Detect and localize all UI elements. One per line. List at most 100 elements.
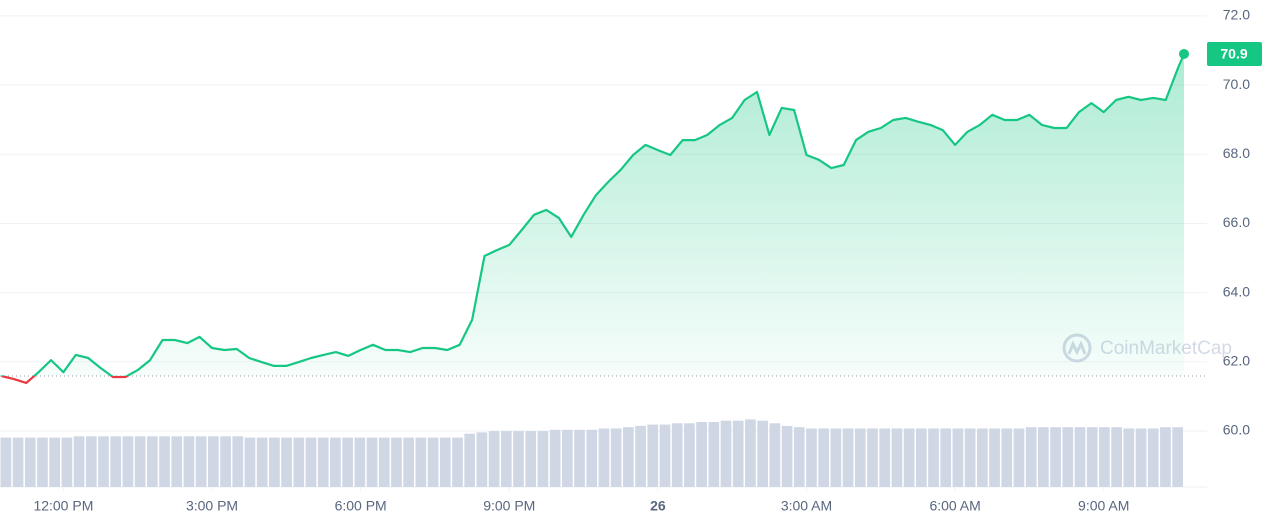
volume-bar (98, 436, 109, 487)
volume-bar (903, 428, 915, 487)
volume-bar (598, 428, 610, 487)
volume-bar (952, 428, 964, 487)
y-tick-label: 60.0 (1223, 422, 1250, 438)
volume-bar (720, 420, 732, 487)
volume-bar (110, 436, 122, 487)
volume-bar (488, 431, 500, 487)
volume-bar (342, 437, 353, 487)
volume-bar (195, 436, 207, 487)
y-tick-label: 64.0 (1223, 283, 1250, 299)
volume-bar (1172, 427, 1183, 487)
volume-bar (1025, 427, 1037, 487)
volume-bar (146, 436, 158, 487)
volume-bar (1050, 427, 1061, 487)
volume-bar (781, 425, 793, 487)
volume-bar (1135, 428, 1147, 487)
price-badge-label: 70.9 (1220, 46, 1247, 62)
volume-bar (171, 436, 183, 487)
volume-bar (964, 428, 976, 487)
volume-bar (37, 437, 48, 487)
y-tick-label: 70.0 (1223, 76, 1250, 92)
volume-bar (293, 437, 305, 487)
x-tick-label: 3:00 PM (186, 498, 238, 514)
volume-bar (208, 436, 219, 487)
volume-bar (769, 423, 781, 487)
volume-bar (525, 431, 537, 487)
volume-bar (1123, 428, 1135, 487)
volume-bar (989, 428, 1000, 487)
volume-bar (940, 428, 952, 487)
volume-bar (1086, 427, 1098, 487)
volume-bar (1038, 427, 1049, 487)
price-badge (1207, 41, 1262, 66)
x-tick-label: 12:00 PM (33, 498, 93, 514)
volume-bar (586, 429, 598, 487)
volume-bar (391, 437, 402, 487)
volume-bar (513, 431, 524, 487)
volume-bar (1062, 427, 1074, 487)
volume-bar (793, 427, 805, 487)
volume-bar (1001, 428, 1013, 487)
volume-bar (1074, 427, 1086, 487)
y-tick-label: 68.0 (1223, 145, 1250, 161)
y-tick-label: 72.0 (1223, 7, 1250, 23)
volume-bar (1111, 427, 1122, 487)
volume-bar (537, 431, 549, 487)
volume-bar (549, 429, 561, 487)
volume-bar (684, 423, 695, 487)
volume-bar (671, 423, 683, 487)
volume-bar (891, 428, 903, 487)
volume-bar (183, 436, 195, 487)
volume-bar (561, 429, 573, 487)
area-fill (1, 54, 1184, 376)
volume-bar (1099, 427, 1110, 487)
volume-bar (232, 436, 244, 487)
volume-bar (281, 437, 292, 487)
volume-bar (1013, 428, 1025, 487)
volume-bar (73, 436, 85, 487)
volume-bar (415, 437, 427, 487)
volume-bar (24, 437, 36, 487)
price-line (1, 53, 1186, 384)
x-tick-label: 6:00 PM (335, 498, 387, 514)
volume-bar (305, 437, 317, 487)
volume-bar (269, 437, 280, 487)
volume-bar (500, 431, 512, 487)
volume-bar (818, 428, 830, 487)
volume-bar (928, 428, 939, 487)
x-tick-label: 6:00 AM (929, 498, 980, 514)
volume-bar (61, 437, 73, 487)
volume-bar (134, 436, 146, 487)
volume-bar (879, 428, 891, 487)
volume-bar (354, 437, 366, 487)
volume-bar (452, 437, 463, 487)
volume-bar (574, 429, 585, 487)
volume-bar (0, 437, 12, 487)
volume-bar (854, 428, 866, 487)
volume-bar (244, 437, 256, 487)
volume-bar (330, 437, 341, 487)
volume-bar (976, 428, 988, 487)
volume-bar (745, 419, 756, 487)
volume-bar (623, 427, 634, 487)
volume-bar (696, 422, 707, 487)
volume-bar (647, 424, 659, 487)
volume-bar (732, 420, 744, 487)
volume-bar (464, 433, 476, 487)
x-tick-label: 26 (650, 498, 666, 514)
volume-bar (122, 436, 134, 487)
volume-bar (806, 428, 817, 487)
volume-bar (317, 437, 329, 487)
volume-bar (659, 424, 671, 487)
volume-bar (1147, 428, 1159, 487)
volume-bar (757, 420, 768, 487)
volume-bar (610, 428, 622, 487)
last-point (1179, 48, 1189, 59)
volume-bar (12, 437, 24, 487)
volume-bar (159, 436, 170, 487)
y-tick-label: 66.0 (1223, 214, 1250, 230)
volume-bar (635, 425, 646, 487)
volume-bar (915, 428, 927, 487)
x-tick-label: 9:00 AM (1078, 498, 1129, 514)
